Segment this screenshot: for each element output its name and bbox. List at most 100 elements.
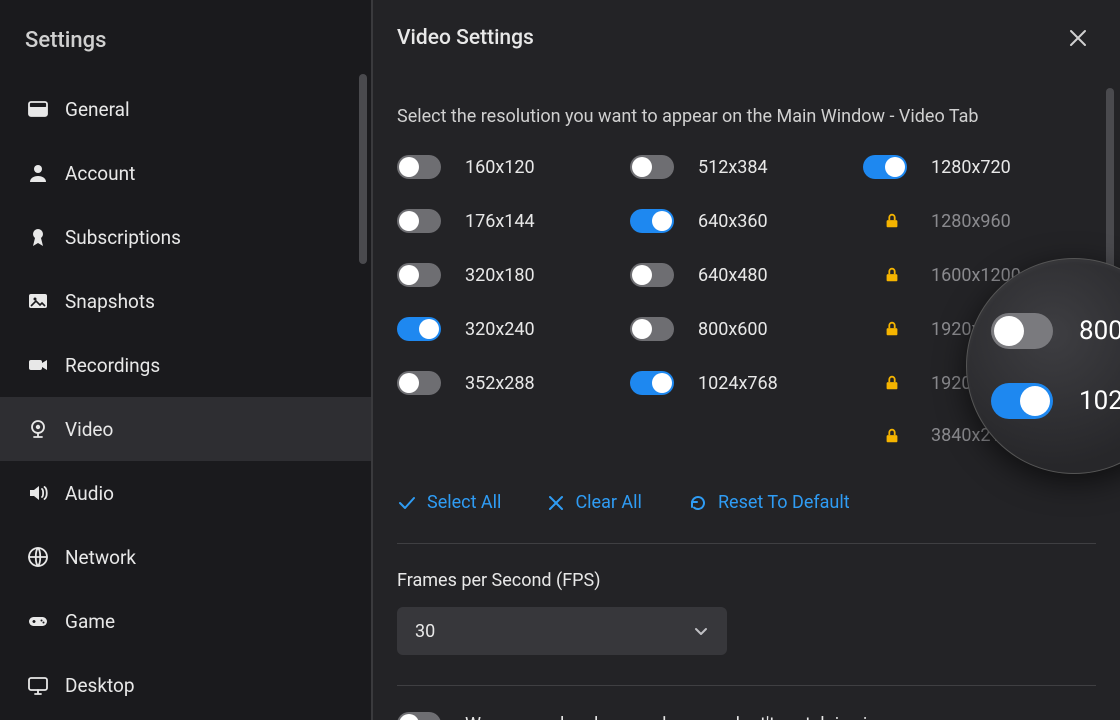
lock-icon	[883, 212, 901, 230]
sidebar-item-snapshots[interactable]: Snapshots	[0, 269, 371, 333]
resolution-label: 320x180	[465, 265, 535, 286]
resolution-label: 176x144	[465, 211, 535, 232]
warm-toggle[interactable]	[397, 712, 441, 720]
resolution-option-3840x2160: 3840x2160	[863, 425, 1096, 446]
resolution-label: 352x288	[465, 373, 535, 394]
resolution-toggle-1024x768[interactable]	[630, 371, 674, 395]
camera-icon	[25, 352, 51, 378]
sidebar-title: Settings	[0, 0, 371, 77]
sidebar-item-network[interactable]: Network	[0, 525, 371, 589]
resolution-option-320x240: 320x240	[397, 317, 630, 341]
globe-icon	[25, 544, 51, 570]
close-icon	[1068, 28, 1088, 48]
select-all-label: Select All	[427, 492, 501, 513]
resolution-option-176x144: 176x144	[397, 209, 630, 233]
lock-icon	[883, 320, 901, 338]
sidebar-item-general[interactable]: General	[0, 77, 371, 141]
person-icon	[25, 160, 51, 186]
resolution-label: 640x480	[698, 265, 768, 286]
sidebar-item-label: Audio	[65, 482, 114, 505]
resolution-option-1600x1200: 1600x1200	[863, 263, 1096, 287]
sidebar-item-label: Network	[65, 546, 136, 569]
sidebar-item-game[interactable]: Game	[0, 589, 371, 653]
main-scrollbar[interactable]	[1106, 88, 1114, 298]
resolution-description: Select the resolution you want to appear…	[397, 106, 1096, 127]
resolution-toggle-160x120[interactable]	[397, 155, 441, 179]
fps-value: 30	[415, 621, 435, 642]
warm-label: Warm me when layer and source dont't mat…	[465, 714, 886, 720]
fps-label: Frames per Second (FPS)	[397, 570, 1096, 591]
monitor-icon	[25, 672, 51, 698]
resolution-toggle-512x384[interactable]	[630, 155, 674, 179]
resolution-option-512x384: 512x384	[630, 155, 863, 179]
select-all-button[interactable]: Select All	[397, 492, 501, 513]
settings-sidebar: Settings General Account Subscriptions Snap…	[0, 0, 373, 720]
reset-default-button[interactable]: Reset To Default	[688, 492, 850, 513]
resolution-label: 3840x2160	[931, 425, 1021, 446]
sidebar-item-account[interactable]: Account	[0, 141, 371, 205]
resolution-option-1920x1440: 1920x1440	[863, 371, 1096, 395]
resolution-option-640x480: 640x480	[630, 263, 863, 287]
sidebar-item-audio[interactable]: Audio	[0, 461, 371, 525]
sidebar-item-desktop[interactable]: Desktop	[0, 653, 371, 717]
resolution-toggle-320x240[interactable]	[397, 317, 441, 341]
resolution-label: 1920x1440	[931, 373, 1021, 394]
check-icon	[397, 493, 417, 513]
resolution-option-800x600: 800x600	[630, 317, 863, 341]
reset-default-label: Reset To Default	[718, 492, 850, 513]
sidebar-item-label: General	[65, 98, 130, 121]
sidebar-scrollbar[interactable]	[359, 74, 367, 264]
sidebar-item-label: Desktop	[65, 674, 135, 697]
resolution-label: 1600x1200	[931, 265, 1021, 286]
resolution-label: 640x360	[698, 211, 768, 232]
chevron-down-icon	[693, 623, 709, 639]
resolution-label: 1024x768	[698, 373, 778, 394]
x-icon	[547, 494, 565, 512]
close-button[interactable]	[1066, 26, 1090, 50]
sidebar-item-label: Snapshots	[65, 290, 155, 313]
resolution-label: 1280x960	[931, 211, 1011, 232]
sidebar-item-video[interactable]: Video	[0, 397, 371, 461]
image-icon	[25, 288, 51, 314]
sidebar-item-recordings[interactable]: Recordings	[0, 333, 371, 397]
window-icon	[25, 96, 51, 122]
resolution-option-1280x720: 1280x720	[863, 155, 1096, 179]
resolution-option-1280x960: 1280x960	[863, 209, 1096, 233]
reset-icon	[688, 493, 708, 513]
resolution-label: 320x240	[465, 319, 535, 340]
speaker-icon	[25, 480, 51, 506]
resolution-option-160x120: 160x120	[397, 155, 630, 179]
sidebar-item-subscriptions[interactable]: Subscriptions	[0, 205, 371, 269]
clear-all-button[interactable]: Clear All	[547, 492, 642, 513]
resolution-toggle-352x288[interactable]	[397, 371, 441, 395]
resolution-option-1920x1080: 1920x1080	[863, 317, 1096, 341]
resolution-toggle-800x600[interactable]	[630, 317, 674, 341]
webcam-icon	[25, 416, 51, 442]
sidebar-item-label: Game	[65, 610, 115, 633]
resolution-toggle-1280x720[interactable]	[863, 155, 907, 179]
main-panel: Video Settings Select the resolution you…	[373, 0, 1120, 720]
resolution-label: 512x384	[698, 157, 768, 178]
sidebar-item-label: Subscriptions	[65, 226, 181, 249]
resolution-toggle-640x360[interactable]	[630, 209, 674, 233]
resolution-option-1024x768: 1024x768	[630, 371, 863, 395]
sidebar-item-label: Video	[65, 418, 113, 441]
lock-icon	[883, 427, 901, 445]
gamepad-icon	[25, 608, 51, 634]
resolution-label: 1280x720	[931, 157, 1011, 178]
page-title: Video Settings	[397, 26, 534, 50]
fps-select[interactable]: 30	[397, 607, 727, 655]
resolution-label: 1920x1080	[931, 319, 1021, 340]
badge-icon	[25, 224, 51, 250]
resolution-toggle-320x180[interactable]	[397, 263, 441, 287]
resolution-toggle-176x144[interactable]	[397, 209, 441, 233]
clear-all-label: Clear All	[575, 492, 642, 513]
resolution-toggle-640x480[interactable]	[630, 263, 674, 287]
resolution-option-320x180: 320x180	[397, 263, 630, 287]
sidebar-item-label: Recordings	[65, 354, 160, 377]
resolution-label: 160x120	[465, 157, 535, 178]
lock-icon	[883, 266, 901, 284]
lock-icon	[883, 374, 901, 392]
resolution-label: 800x600	[698, 319, 768, 340]
sidebar-item-label: Account	[65, 162, 135, 185]
